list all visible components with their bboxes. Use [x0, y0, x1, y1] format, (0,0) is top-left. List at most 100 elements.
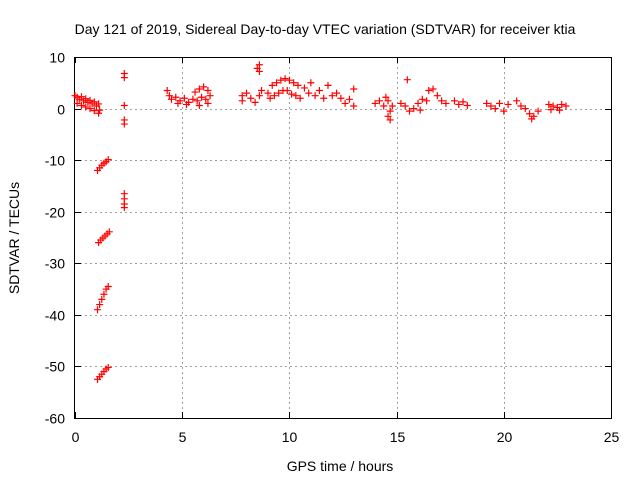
data-point — [401, 102, 409, 110]
data-point — [388, 102, 396, 110]
data-point — [273, 79, 281, 87]
data-point — [251, 98, 259, 106]
data-point — [341, 99, 349, 107]
data-point — [73, 99, 81, 107]
data-point — [558, 100, 566, 108]
data-point — [500, 107, 508, 115]
y-tick-label: -30 — [45, 256, 65, 272]
data-point — [104, 156, 112, 164]
data-point — [305, 89, 313, 97]
data-point — [545, 100, 553, 108]
data-point — [285, 76, 293, 84]
data-point — [423, 97, 431, 105]
data-point — [521, 105, 529, 113]
data-point — [405, 107, 413, 115]
data-point — [86, 105, 94, 113]
y-tick-label: -50 — [45, 359, 65, 375]
data-point — [380, 102, 388, 110]
data-point — [163, 87, 171, 95]
y-tick-label: -10 — [45, 153, 65, 169]
data-point — [202, 95, 210, 103]
data-point — [487, 102, 495, 110]
data-point — [547, 106, 555, 114]
data-point — [197, 93, 205, 101]
data-point — [459, 98, 467, 106]
data-point — [255, 67, 263, 75]
data-point — [206, 92, 214, 100]
data-point — [397, 99, 405, 107]
data-point — [517, 102, 525, 110]
data-point — [275, 89, 283, 97]
data-point — [350, 85, 358, 93]
data-point — [189, 95, 197, 103]
y-tick-label: -20 — [45, 205, 65, 221]
data-point — [513, 97, 521, 105]
data-point — [195, 85, 203, 93]
data-point — [429, 85, 437, 93]
data-point — [433, 92, 441, 100]
data-point — [98, 295, 106, 303]
data-point — [105, 228, 113, 236]
data-point — [96, 301, 104, 309]
data-point — [328, 92, 336, 100]
data-point — [315, 87, 323, 95]
data-point — [82, 95, 90, 103]
data-point — [337, 94, 345, 102]
data-point — [375, 97, 383, 105]
data-point — [258, 87, 266, 95]
chart-title: Day 121 of 2019, Sidereal Day-to-day VTE… — [75, 21, 576, 37]
data-point — [324, 81, 332, 89]
data-point — [204, 87, 212, 95]
data-point — [311, 92, 319, 100]
data-point — [549, 102, 557, 110]
x-axis-label: GPS time / hours — [287, 458, 394, 474]
data-point — [455, 100, 463, 108]
data-point — [95, 109, 103, 117]
data-point — [425, 87, 433, 95]
y-tick-label: -40 — [45, 308, 65, 324]
data-point — [77, 101, 85, 109]
data-point — [463, 101, 471, 109]
data-point — [438, 97, 446, 105]
data-point — [530, 112, 538, 120]
data-point — [172, 93, 180, 101]
data-point — [403, 76, 411, 84]
x-tick-label: 20 — [497, 429, 513, 445]
data-point — [350, 102, 358, 110]
y-tick-label: -60 — [45, 411, 65, 427]
data-point — [174, 99, 182, 107]
data-point — [204, 99, 212, 107]
data-point — [120, 204, 128, 212]
data-point — [104, 282, 112, 290]
data-point — [292, 92, 300, 100]
data-point — [266, 94, 274, 102]
data-point — [193, 97, 201, 105]
data-point — [450, 97, 458, 105]
grid — [75, 57, 611, 418]
ticks: 0 5 10 15 20 25 10 0 -10 -20 -30 -40 -50 -60 — [45, 50, 620, 446]
data-point — [90, 98, 98, 106]
data-point — [296, 94, 304, 102]
data-point — [82, 103, 90, 111]
data-point — [90, 107, 98, 115]
data-point — [483, 99, 491, 107]
data-point — [416, 106, 424, 114]
data-point — [191, 88, 199, 96]
data-point — [371, 99, 379, 107]
data-point — [180, 94, 188, 102]
x-tick-label: 10 — [282, 429, 298, 445]
data-point — [386, 116, 394, 124]
data-point — [496, 99, 504, 107]
data-point — [255, 92, 263, 100]
x-tick-label: 5 — [179, 429, 187, 445]
data-point — [534, 107, 542, 115]
data-point — [526, 110, 534, 118]
data-point — [562, 102, 570, 110]
data-point — [283, 87, 291, 95]
y-tick-label: 0 — [57, 102, 65, 118]
data-point — [195, 101, 203, 109]
data-point — [165, 92, 173, 100]
data-point — [95, 100, 103, 108]
data-point — [247, 94, 255, 102]
